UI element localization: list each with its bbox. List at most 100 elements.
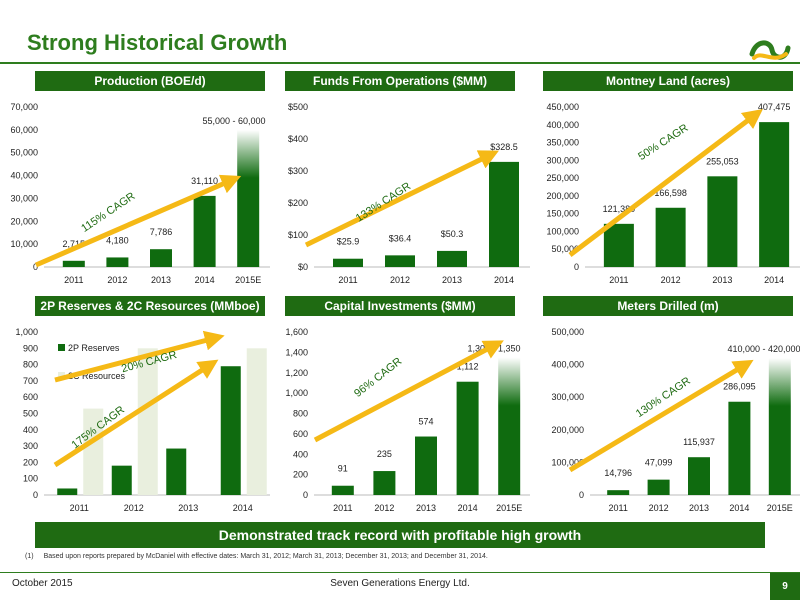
- y-tick-label: 200,000: [551, 425, 584, 435]
- y-tick-label: 0: [579, 490, 584, 500]
- y-tick-label: 300,000: [551, 392, 584, 402]
- y-tick-label: 400: [23, 425, 38, 435]
- x-tick-label: 2012: [390, 275, 410, 285]
- data-label: $50.3: [441, 229, 464, 239]
- data-label: 47,099: [645, 458, 673, 468]
- x-tick-label: 2014: [494, 275, 514, 285]
- cagr-label: 96% CAGR: [352, 355, 404, 399]
- x-tick-label: 2013: [712, 275, 732, 285]
- chart-meters: 0 100,000 200,000 300,000 400,000 500,000 2011…: [551, 327, 800, 513]
- title-rule: [0, 62, 800, 64]
- company-logo: [749, 40, 791, 60]
- panel-header-reserves: 2P Reserves & 2C Resources (MMboe) (1): [35, 296, 265, 330]
- footer-company: Seven Generations Energy Ltd.: [330, 578, 470, 589]
- data-label: 14,796: [604, 468, 632, 478]
- panel-header-montney-land: Montney Land (acres): [543, 71, 793, 91]
- bar: [647, 479, 670, 495]
- y-tick-label: 1,400: [285, 347, 308, 357]
- panel-header-production: Production (BOE/d): [35, 71, 265, 91]
- x-tick-label: 2015E: [496, 503, 522, 513]
- bar-2p-reserves: [111, 465, 132, 495]
- bar: [498, 357, 521, 495]
- bar: [759, 122, 790, 268]
- page-number: 9: [770, 573, 800, 600]
- bar: [456, 381, 479, 495]
- bar: [331, 485, 354, 495]
- bar-2c-resources: [83, 408, 104, 495]
- bar-2p-reserves: [166, 448, 187, 495]
- data-label: 7,786: [150, 227, 173, 237]
- data-label: 121,380: [603, 204, 636, 214]
- x-tick-label: 2014: [729, 503, 749, 513]
- data-label: 255,053: [706, 156, 739, 166]
- bar: [768, 358, 791, 495]
- x-tick-label: 2013: [178, 503, 198, 513]
- y-tick-label: 200: [23, 457, 38, 467]
- x-tick-label: 2011: [609, 275, 628, 285]
- chart-ffo: $0 $100 $200 $300 $400 $500 2011 2012 2013 2014 $2…: [288, 102, 530, 285]
- y-tick-label: 60,000: [10, 125, 38, 135]
- data-label: 4,180: [106, 235, 129, 245]
- x-tick-label: 2014: [458, 503, 478, 513]
- x-tick-label: 2013: [442, 275, 462, 285]
- chart-production: 0 10,000 20,000 30,000 40,000 50,000 60,000 70,…: [10, 102, 270, 285]
- footnote: (1) Based upon reports prepared by McDani…: [25, 553, 488, 560]
- y-tick-label: 800: [293, 409, 308, 419]
- bar-2c-resources: [137, 348, 158, 495]
- y-tick-label: 150,000: [546, 209, 579, 219]
- y-tick-label: 350,000: [546, 138, 579, 148]
- y-tick-label: 40,000: [10, 171, 38, 181]
- panel-header-ffo: Funds From Operations ($MM): [285, 71, 515, 91]
- y-tick-label: 30,000: [10, 193, 38, 203]
- x-tick-label: 2012: [374, 503, 394, 513]
- y-tick-label: 500,000: [551, 327, 584, 337]
- cagr-arrow: [54, 330, 225, 383]
- data-label: 407,475: [758, 102, 791, 112]
- data-label: 115,937: [683, 437, 715, 447]
- bar-2c-resources: [246, 348, 267, 495]
- data-label: 31,110: [191, 176, 218, 186]
- y-tick-label: 70,000: [10, 102, 38, 112]
- y-tick-label: $500: [288, 102, 308, 112]
- y-tick-label: 400,000: [546, 120, 579, 130]
- chart-montney-land: 0 50,000 100,000 150,000 200,000 250,000 300,0…: [546, 102, 800, 285]
- bar-2p-reserves: [57, 488, 78, 495]
- chart-capital: 0 200 400 600 800 1,000 1,200 1,400 1,600 2011 201…: [285, 327, 530, 513]
- x-tick-label: 2014: [195, 275, 215, 285]
- footer-date: October 2015: [12, 578, 73, 589]
- x-tick-label: 2014: [233, 503, 253, 513]
- bar: [385, 255, 415, 267]
- y-tick-label: 100,000: [546, 226, 579, 236]
- cagr-arrow: [568, 359, 754, 473]
- x-tick-label: 2013: [416, 503, 436, 513]
- x-tick-label: 2014: [764, 275, 784, 285]
- bar: [193, 195, 216, 267]
- x-tick-label: 2011: [333, 503, 352, 513]
- y-tick-label: 100,000: [551, 457, 584, 467]
- x-tick-label: 2011: [64, 275, 83, 285]
- y-tick-label: 400,000: [551, 360, 584, 370]
- data-label: 91: [338, 464, 348, 474]
- y-tick-label: 1,600: [285, 327, 308, 337]
- bar-2p-reserves: [220, 366, 241, 495]
- y-tick-label: 50,000: [10, 148, 38, 158]
- y-tick-label: 200: [293, 470, 308, 480]
- bar: [707, 176, 738, 267]
- summary-banner: Demonstrated track record with profitabl…: [35, 522, 765, 548]
- x-tick-label: 2015E: [235, 275, 261, 285]
- y-tick-label: 1,000: [285, 388, 308, 398]
- data-label: $25.9: [337, 237, 360, 247]
- panel-header-capital: Capital Investments ($MM): [285, 296, 515, 316]
- y-tick-label: $300: [288, 166, 308, 176]
- bar: [688, 457, 710, 495]
- footer-rule: [0, 572, 800, 573]
- legend-label-2p: 2P Reserves: [68, 343, 120, 353]
- y-tick-label: 700: [23, 376, 38, 386]
- data-label: 2,715: [63, 239, 86, 249]
- y-tick-label: 0: [33, 490, 38, 500]
- data-label: 286,095: [723, 382, 756, 392]
- x-tick-label: 2013: [689, 503, 709, 513]
- cagr-label: 115% CAGR: [79, 190, 137, 235]
- y-tick-label: 250,000: [546, 173, 579, 183]
- y-tick-label: 300,000: [546, 155, 579, 165]
